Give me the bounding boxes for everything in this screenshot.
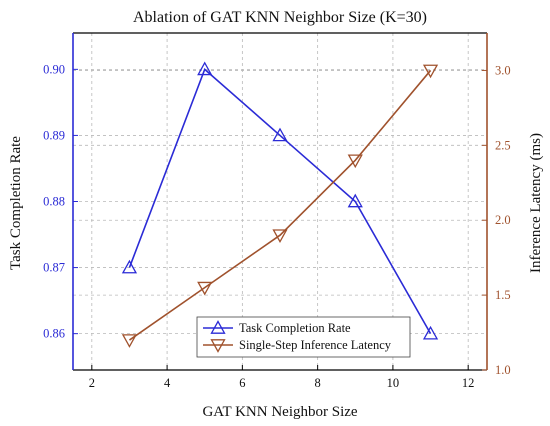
series-line-task-completion-rate bbox=[128, 67, 432, 335]
data-point-task-completion-rate bbox=[272, 127, 288, 142]
y-right-tick-label: 3.0 bbox=[495, 63, 511, 77]
data-point-inference-latency bbox=[197, 281, 213, 296]
y-left-tick-label: 0.90 bbox=[43, 62, 65, 76]
y-right-tick-label: 1.0 bbox=[495, 363, 511, 377]
series-line-inference-latency bbox=[128, 69, 432, 341]
data-point-task-completion-rate bbox=[422, 325, 439, 340]
series-layer bbox=[121, 61, 439, 348]
legend-marker-inference-latency bbox=[210, 339, 226, 353]
y-right-tick-label: 1.5 bbox=[495, 288, 511, 302]
legend-label-task-completion-rate: Task Completion Rate bbox=[239, 321, 351, 335]
legend-box bbox=[196, 316, 411, 358]
y-right-axis-label: Inference Latency (ms) bbox=[528, 133, 544, 273]
data-point-task-completion-rate bbox=[197, 61, 213, 76]
legend-marker-task-completion-rate bbox=[210, 320, 226, 334]
x-tick-label: 6 bbox=[239, 376, 245, 390]
y-right-tick-label: 2.0 bbox=[495, 213, 511, 227]
chart-title: Ablation of GAT KNN Neighbor Size (K=30) bbox=[133, 9, 427, 26]
y-right-tick-label: 2.5 bbox=[495, 138, 511, 152]
legend-label-inference-latency: Single-Step Inference Latency bbox=[239, 338, 392, 352]
data-point-task-completion-rate bbox=[121, 259, 138, 274]
data-point-inference-latency bbox=[121, 334, 138, 348]
y-left-tick-label: 0.86 bbox=[43, 327, 65, 341]
y-left-tick-label: 0.89 bbox=[43, 128, 65, 142]
data-point-task-completion-rate bbox=[347, 193, 363, 208]
legend: Task Completion Rate Single-Step Inferenc… bbox=[196, 316, 411, 358]
y-left-axis-label: Task Completion Rate bbox=[8, 136, 24, 270]
y-left-tick-label: 0.88 bbox=[43, 195, 65, 209]
x-tick-label: 12 bbox=[462, 376, 475, 390]
x-tick-label: 4 bbox=[164, 376, 171, 390]
x-axis-label: GAT KNN Neighbor Size bbox=[202, 404, 357, 420]
x-tick-label: 8 bbox=[315, 376, 321, 390]
data-point-inference-latency bbox=[422, 64, 439, 79]
data-point-inference-latency bbox=[272, 229, 288, 244]
data-point-inference-latency bbox=[347, 154, 363, 169]
x-tick-label: 2 bbox=[89, 376, 95, 390]
x-tick-label: 10 bbox=[387, 376, 400, 390]
axes-layer: 2 4 6 8 10 12 0.86 0.87 0.88 0.89 0.90 1.0 1.5 2.0 2.5… bbox=[43, 32, 511, 390]
y-left-tick-label: 0.87 bbox=[43, 261, 65, 275]
